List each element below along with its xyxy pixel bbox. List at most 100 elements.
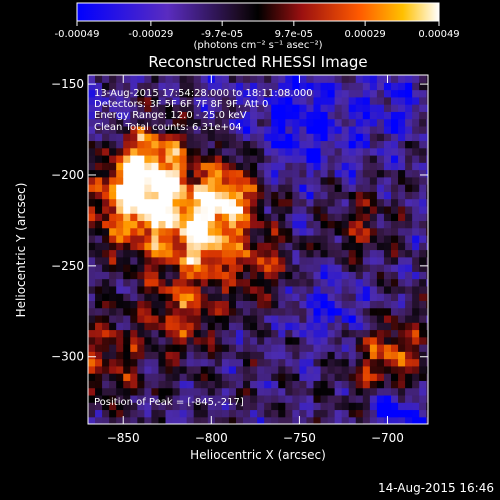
heatmap-pixel — [193, 162, 202, 171]
heatmap-pixel — [271, 394, 279, 403]
heatmap-pixel — [200, 176, 209, 185]
heatmap-pixel — [151, 278, 160, 287]
heatmap-pixel — [144, 300, 153, 309]
heatmap-pixel — [257, 329, 265, 338]
heatmap-pixel — [137, 169, 145, 178]
heatmap-pixel — [116, 104, 124, 112]
heatmap-pixel — [165, 198, 174, 207]
heatmap-pixel — [207, 402, 216, 411]
heatmap-pixel — [264, 220, 272, 229]
heatmap-pixel — [257, 96, 265, 105]
heatmap-pixel — [398, 118, 406, 127]
heatmap-pixel — [95, 184, 103, 192]
heatmap-pixel — [348, 373, 357, 381]
heatmap-pixel — [355, 394, 364, 403]
heatmap-pixel — [313, 140, 322, 149]
heatmap-pixel — [334, 133, 343, 142]
heatmap-pixel — [362, 184, 371, 192]
heatmap-pixel — [383, 249, 392, 258]
heatmap-pixel — [383, 176, 392, 185]
heatmap-pixel — [88, 104, 96, 112]
heatmap-pixel — [383, 169, 392, 178]
heatmap-pixel — [137, 394, 145, 403]
heatmap-pixel — [355, 198, 364, 207]
heatmap-pixel — [88, 205, 96, 214]
heatmap-pixel — [221, 184, 230, 192]
heatmap-pixel — [165, 162, 174, 171]
heatmap-pixel — [398, 133, 406, 142]
heatmap-pixel — [257, 147, 265, 156]
heatmap-pixel — [250, 402, 258, 411]
heatmap-pixel — [426, 191, 428, 200]
heatmap-pixel — [405, 322, 413, 331]
heatmap-pixel — [398, 147, 406, 156]
heatmap-pixel — [405, 351, 413, 360]
heatmap-pixel — [151, 227, 160, 236]
heatmap-pixel — [369, 213, 378, 222]
heatmap-pixel — [355, 387, 364, 396]
heatmap-pixel — [200, 373, 209, 381]
heatmap-pixel — [419, 220, 427, 229]
heatmap-pixel — [235, 394, 244, 403]
heatmap-pixel — [285, 358, 293, 367]
heatmap-pixel — [95, 205, 103, 214]
heatmap-pixel — [137, 351, 145, 360]
heatmap-pixel — [130, 82, 138, 91]
heatmap-pixel — [355, 249, 364, 258]
heatmap-pixel — [278, 234, 286, 243]
heatmap-pixel — [285, 402, 293, 411]
heatmap-pixel — [116, 416, 124, 424]
heatmap-pixel — [151, 234, 160, 243]
heatmap-pixel — [109, 373, 117, 381]
heatmap-pixel — [334, 162, 343, 171]
heatmap-pixel — [292, 264, 300, 272]
heatmap-pixel — [362, 293, 371, 301]
heatmap-pixel — [383, 387, 392, 396]
heatmap-pixel — [383, 96, 392, 105]
heatmap-pixel — [398, 322, 406, 331]
heatmap-pixel — [278, 402, 286, 411]
heatmap-pixel — [369, 198, 378, 207]
heatmap-pixel — [88, 118, 96, 127]
heatmap-pixel — [207, 213, 216, 222]
heatmap-pixel — [235, 402, 244, 411]
heatmap-pixel — [412, 293, 420, 301]
heatmap-pixel — [95, 213, 103, 222]
heatmap-pixel — [383, 344, 392, 352]
heatmap-pixel — [123, 234, 131, 243]
heatmap-pixel — [165, 285, 174, 294]
heatmap-pixel — [165, 234, 174, 243]
heatmap-pixel — [271, 75, 279, 83]
heatmap-pixel — [228, 351, 237, 360]
heatmap-pixel — [165, 184, 174, 192]
heatmap-pixel — [299, 351, 308, 360]
heatmap-pixel — [398, 285, 406, 294]
heatmap-pixel — [285, 234, 293, 243]
heatmap-pixel — [341, 205, 350, 214]
heatmap-pixel — [179, 307, 188, 316]
heatmap-pixel — [109, 234, 117, 243]
heatmap-pixel — [158, 387, 167, 396]
heatmap-pixel — [341, 111, 350, 120]
heatmap-pixel — [172, 402, 181, 411]
heatmap-pixel — [200, 140, 209, 149]
heatmap-pixel — [214, 416, 223, 424]
heatmap-pixel — [123, 191, 131, 200]
heatmap-pixel — [144, 409, 153, 418]
heatmap-pixel — [327, 118, 336, 127]
heatmap-pixel — [137, 111, 145, 120]
heatmap-pixel — [228, 133, 237, 142]
heatmap-pixel — [313, 242, 322, 251]
heatmap-pixel — [355, 75, 364, 83]
heatmap-pixel — [426, 351, 428, 360]
heatmap-pixel — [165, 176, 174, 185]
heatmap-pixel — [362, 89, 371, 98]
heatmap-pixel — [109, 191, 117, 200]
heatmap-pixel — [158, 285, 167, 294]
heatmap-pixel — [299, 176, 308, 185]
heatmap-pixel — [172, 125, 181, 134]
heatmap-pixel — [348, 89, 357, 98]
heatmap-pixel — [130, 322, 138, 331]
heatmap-pixel — [250, 220, 258, 229]
heatmap-pixel — [292, 293, 300, 301]
